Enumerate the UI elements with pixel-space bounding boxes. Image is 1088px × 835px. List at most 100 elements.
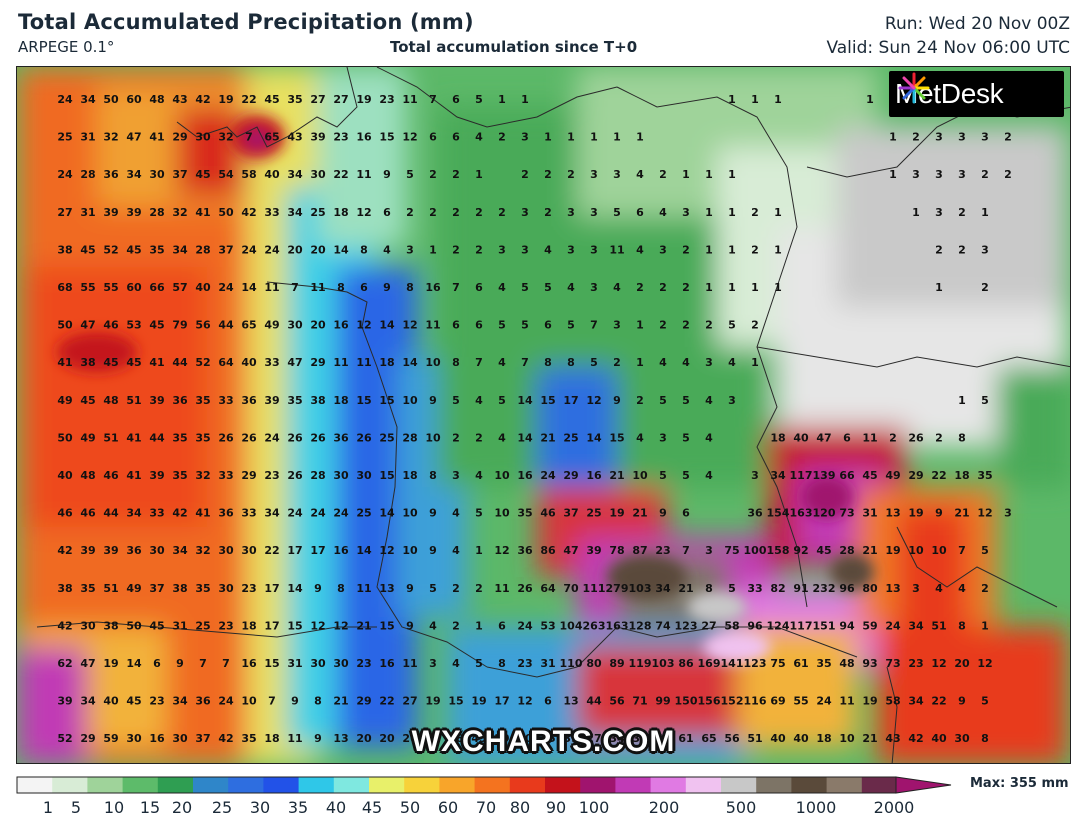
grid-value: 35	[816, 657, 831, 670]
grid-value: 16	[333, 319, 349, 332]
grid-value: 5	[613, 206, 621, 219]
grid-value: 12	[586, 394, 601, 407]
grid-value: 11	[609, 243, 624, 256]
grid-value: 9	[291, 695, 299, 708]
grid-value: 28	[149, 206, 164, 219]
grid-value: 24	[218, 695, 234, 708]
legend-tick: 60	[437, 798, 459, 817]
grid-value: 39	[103, 206, 118, 219]
grid-value: 34	[172, 243, 188, 256]
grid-value: 7	[429, 93, 437, 106]
grid-value: 11	[839, 695, 854, 708]
grid-value: 16	[379, 657, 395, 670]
grid-value: 5	[728, 319, 736, 332]
grid-value: 53	[540, 619, 555, 632]
grid-value: 2	[935, 431, 943, 444]
grid-value: 32	[218, 131, 233, 144]
grid-value: 70	[563, 582, 579, 595]
grid-value: 24	[264, 243, 280, 256]
grid-value: 43	[172, 93, 187, 106]
grid-value: 25	[310, 206, 325, 219]
grid-value: 30	[126, 732, 142, 745]
grid-value: 2	[475, 206, 483, 219]
grid-value: 16	[241, 657, 257, 670]
grid-value: 34	[172, 695, 188, 708]
grid-value: 51	[747, 732, 762, 745]
grid-value: 7	[682, 544, 690, 557]
grid-value: 11	[356, 582, 371, 595]
grid-value: 110	[560, 657, 583, 670]
grid-value: 4	[636, 168, 644, 181]
grid-value: 93	[862, 657, 877, 670]
grid-value: 15	[379, 394, 394, 407]
grid-value: 39	[80, 544, 95, 557]
grid-value: 26	[402, 732, 418, 745]
grid-value: 24	[241, 243, 257, 256]
grid-value: 111	[583, 582, 606, 595]
grid-value: 55	[103, 281, 118, 294]
grid-value: 26	[287, 469, 303, 482]
grid-value: 103	[652, 657, 675, 670]
grid-value: 17	[287, 544, 302, 557]
grid-value: 8	[567, 356, 575, 369]
grid-value: 16	[517, 469, 533, 482]
grid-value: 42	[172, 507, 187, 520]
grid-value: 2	[981, 168, 989, 181]
color-bar-segment	[298, 777, 335, 793]
grid-value: 23	[333, 131, 348, 144]
grid-value: 8	[705, 582, 713, 595]
grid-value: 1	[728, 206, 736, 219]
grid-value: 46	[57, 507, 73, 520]
grid-value: 17	[264, 582, 279, 595]
chart-subtitle: Total accumulation since T+0	[390, 38, 638, 56]
grid-value: 1	[705, 281, 713, 294]
grid-value: 22	[241, 93, 256, 106]
grid-value: 10	[425, 431, 441, 444]
grid-value: 80	[586, 657, 602, 670]
grid-value: 6	[636, 206, 644, 219]
grid-value: 12	[356, 319, 371, 332]
color-bar-segment	[615, 777, 652, 793]
grid-value: 1	[728, 168, 736, 181]
grid-value: 100	[744, 544, 767, 557]
grid-value: 14	[379, 319, 395, 332]
grid-value: 20	[954, 657, 970, 670]
grid-value: 20	[517, 732, 533, 745]
grid-value: 39	[149, 469, 164, 482]
grid-value: 3	[521, 206, 529, 219]
grid-value: 1	[475, 168, 483, 181]
grid-value: 1	[705, 168, 713, 181]
grid-value: 3	[521, 243, 529, 256]
grid-value: 5	[659, 394, 667, 407]
grid-value: 51	[931, 619, 946, 632]
grid-value: 2	[452, 206, 460, 219]
grid-value: 32	[195, 469, 210, 482]
grid-value: 2	[452, 619, 460, 632]
grid-value: 75	[724, 544, 739, 557]
grid-value: 2	[452, 168, 460, 181]
grid-value: 1	[429, 243, 437, 256]
grid-value: 55	[793, 695, 808, 708]
grid-value: 39	[126, 206, 141, 219]
grid-value: 5	[682, 431, 690, 444]
grid-value: 24	[287, 507, 303, 520]
legend-tick: 100	[578, 798, 610, 817]
grid-value: 12	[931, 657, 946, 670]
grid-value: 119	[629, 657, 652, 670]
grid-value: 11	[494, 582, 509, 595]
grid-value: 36	[172, 394, 188, 407]
grid-value: 31	[80, 206, 95, 219]
grid-value: 2	[659, 168, 667, 181]
grid-value: 24	[57, 93, 73, 106]
grid-value: 9	[935, 507, 943, 520]
grid-value: 2	[751, 243, 759, 256]
grid-value: 25	[540, 732, 555, 745]
grid-value: 30	[356, 469, 372, 482]
grid-value: 1	[613, 131, 621, 144]
grid-value: 9	[659, 507, 667, 520]
grid-value: 38	[103, 619, 118, 632]
grid-value: 42	[241, 206, 256, 219]
grid-value: 3	[958, 168, 966, 181]
grid-value: 8	[981, 732, 989, 745]
grid-value: 43	[425, 732, 440, 745]
